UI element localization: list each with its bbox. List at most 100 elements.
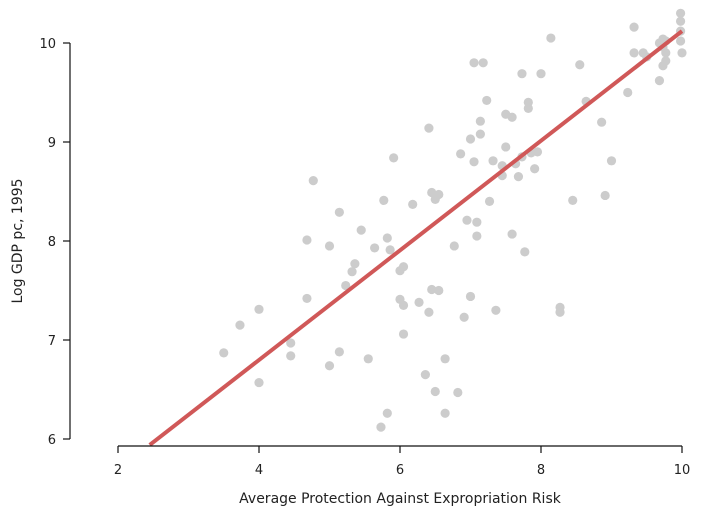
y-tick-label: 10 [39,37,56,52]
scatter-point [523,103,533,113]
scatter-point [629,48,639,58]
y-tick-label: 7 [48,334,56,349]
scatter-point [472,217,482,227]
scatter-point [575,60,585,70]
scatter-point [507,112,517,122]
scatter-point [491,305,501,315]
fit-line-layer [148,29,684,447]
scatter-point [465,134,476,144]
scatter-point [532,147,543,157]
scatter-point [488,156,498,166]
scatter-point [661,56,671,66]
scatter-point [536,69,546,79]
scatter-point [677,48,687,58]
scatter-point [398,300,409,310]
scatter-point [675,16,686,26]
scatter-point [341,280,351,291]
scatter-point [472,231,482,241]
scatter-point [459,312,469,322]
y-tick-label: 9 [48,136,56,151]
scatter-point [254,377,264,388]
scatter-point [453,387,463,398]
scatter-point [324,361,335,371]
scatter-point [408,199,418,209]
x-tick-label: 2 [114,463,122,478]
scatter-point [427,187,437,198]
scatter-point [449,241,459,251]
scatter-point [606,156,617,166]
scatter-point [568,195,578,206]
scatter-point [235,320,245,330]
scatter-point [379,195,389,206]
y-tick-label: 6 [48,433,56,448]
y-tick-label: 8 [48,235,56,250]
scatter-point [517,69,527,79]
y-ticks: 6 7 8 9 10 [39,37,70,448]
scatter-point [546,33,556,43]
scatter-point [398,262,409,272]
scatter-point [254,304,264,314]
scatter-point [440,408,450,418]
scatter-point [623,87,633,98]
scatter-point [302,235,312,245]
scatter-point [520,247,530,257]
scatter-point [661,48,671,58]
scatter-point [382,408,392,418]
scatter-point [356,225,366,235]
scatter-point [482,95,492,106]
scatter-point [308,176,318,186]
scatter-point [675,36,686,46]
scatter-point [370,243,380,253]
x-tick-label: 10 [674,463,691,478]
scatter-point [469,157,479,167]
scatter-point [513,172,524,182]
scatter-point [363,354,373,364]
scatter-point [324,241,335,251]
scatter-point [440,354,450,364]
scatter-point [286,338,296,348]
scatter-point [465,291,476,302]
scatter-point [456,149,466,159]
scatter-point [462,215,472,225]
x-axis-label: Average Protection Against Expropriation… [239,491,562,507]
scatter-point [478,58,488,68]
scatter-point [334,347,344,357]
scatter-point [434,285,444,296]
scatter-point [385,245,395,255]
scatter-point [427,284,437,295]
scatter-point [347,267,357,277]
scatter-point [424,123,434,133]
scatter-point [469,58,479,68]
scatter-point [398,329,409,339]
scatter-point [382,233,392,243]
points-layer [219,8,687,432]
x-tick-label: 8 [537,463,545,478]
scatter-point [302,293,312,304]
x-tick-label: 4 [255,463,263,478]
regression-line [148,29,684,447]
scatter-point [334,207,344,217]
scatter-point [654,76,665,86]
scatter-point [530,164,540,174]
scatter-point [629,22,639,32]
scatter-point [389,153,399,163]
scatter-point [507,229,517,239]
x-ticks: 2 4 6 8 10 [114,446,690,478]
scatter-point [420,370,430,380]
scatter-point [475,116,485,126]
scatter-point [376,422,386,432]
scatter-point [501,142,511,152]
y-axis-label: Log GDP pc, 1995 [10,178,26,303]
scatter-point [597,117,607,127]
scatter-point [414,297,424,307]
scatter-point [600,190,610,201]
scatter-point [484,196,495,206]
x-tick-label: 6 [396,463,404,478]
scatter-point [555,307,565,317]
scatter-point [286,351,296,361]
scatter-point [475,129,485,139]
scatter-point [350,259,360,269]
scatter-point [434,189,444,200]
scatter-point [675,8,686,18]
